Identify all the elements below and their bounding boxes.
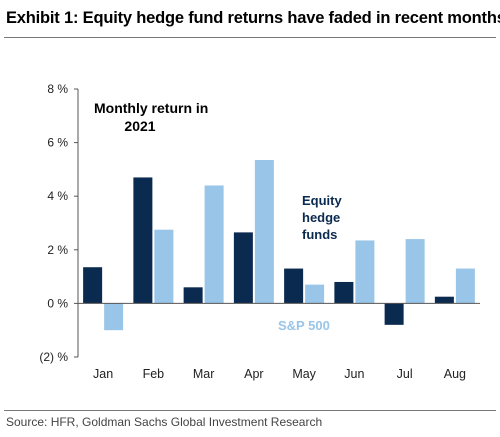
y-tick-label: 2 %: [47, 243, 68, 257]
x-tick-label: May: [292, 367, 316, 381]
bar-equity-hedge-funds-jan: [83, 267, 103, 304]
bar-equity-hedge-funds-apr: [233, 232, 253, 304]
x-tick-label: Jan: [93, 367, 113, 381]
bar-equity-hedge-funds-aug: [434, 296, 454, 304]
top-divider: [4, 37, 496, 38]
legend-label-sp500: S&P 500: [278, 318, 330, 333]
bar-equity-hedge-funds-jun: [334, 281, 354, 304]
x-tick-label: Aug: [444, 367, 466, 381]
chart-annotation: Monthly return in: [94, 100, 208, 116]
bar-sp500-jun: [355, 240, 375, 304]
bar-equity-hedge-funds-jul: [384, 303, 404, 325]
y-tick-label: 0 %: [47, 296, 68, 310]
legend-label-equity-hedge-funds: hedge: [302, 210, 340, 225]
y-tick-label: (2) %: [39, 350, 68, 364]
y-tick-label: 8 %: [47, 82, 68, 96]
bar-equity-hedge-funds-feb: [133, 177, 153, 304]
x-tick-label: Jun: [344, 367, 364, 381]
x-tick-label: Mar: [193, 367, 215, 381]
legend-label-equity-hedge-funds: Equity: [302, 193, 342, 208]
bar-sp500-jan: [104, 303, 124, 331]
bar-sp500-feb: [154, 229, 174, 304]
bar-sp500-may: [305, 284, 325, 304]
bar-equity-hedge-funds-may: [284, 268, 304, 304]
bar-sp500-jul: [405, 239, 425, 304]
source-note: Source: HFR, Goldman Sachs Global Invest…: [6, 415, 323, 429]
x-tick-label: Jul: [397, 367, 413, 381]
y-tick-label: 6 %: [47, 136, 68, 150]
bottom-divider: [4, 410, 496, 411]
bar-sp500-aug: [455, 268, 475, 304]
bar-sp500-apr: [254, 160, 274, 304]
page-title: Exhibit 1: Equity hedge fund returns hav…: [6, 9, 500, 27]
legend-label-equity-hedge-funds: funds: [302, 227, 337, 242]
bar-sp500-mar: [204, 185, 224, 304]
x-tick-label: Feb: [143, 367, 165, 381]
x-tick-label: Apr: [244, 367, 263, 381]
chart-annotation: 2021: [124, 118, 155, 134]
bar-equity-hedge-funds-mar: [183, 287, 203, 304]
y-tick-label: 4 %: [47, 189, 68, 203]
